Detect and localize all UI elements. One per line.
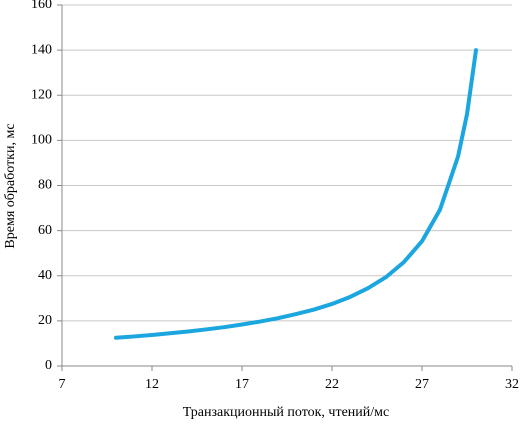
y-axis-label: Время обработки, мс bbox=[3, 123, 18, 248]
y-tick-label: 60 bbox=[38, 223, 52, 238]
x-tick-label: 7 bbox=[59, 377, 66, 392]
x-tick-label: 27 bbox=[415, 377, 429, 392]
y-tick-label: 100 bbox=[31, 133, 52, 148]
line-series bbox=[114, 48, 478, 340]
x-axis-label: Транзакционный поток, чтений/мс bbox=[183, 405, 390, 420]
y-tick-label: 20 bbox=[38, 313, 52, 328]
y-tick-label: 120 bbox=[31, 87, 52, 102]
x-tick-label: 32 bbox=[505, 377, 519, 392]
x-tick-label: 17 bbox=[235, 377, 249, 392]
y-tick-label: 80 bbox=[38, 178, 52, 193]
x-tick-label: 12 bbox=[145, 377, 159, 392]
y-tick-label: 40 bbox=[38, 268, 52, 283]
y-tick-label: 0 bbox=[45, 358, 52, 373]
x-tick-label: 22 bbox=[325, 377, 339, 392]
y-tick-label: 160 bbox=[31, 0, 52, 12]
y-tick-label: 140 bbox=[31, 42, 52, 57]
